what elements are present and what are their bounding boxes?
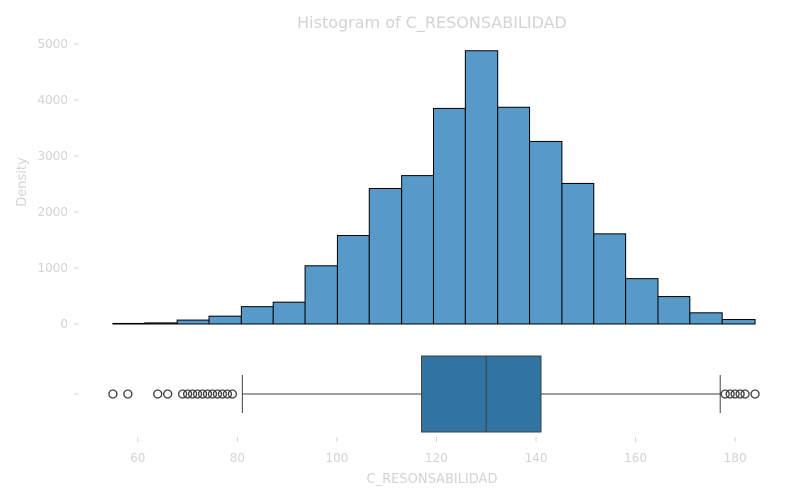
chart-title: Histogram of C_RESONSABILIDAD	[297, 13, 567, 33]
histogram-bar	[176, 319, 210, 325]
outlier-point	[222, 389, 233, 399]
histogram-bar	[336, 235, 370, 325]
outlier-point	[750, 389, 760, 399]
outlier-point	[725, 389, 735, 399]
histogram-bar	[657, 296, 691, 325]
outlier-point	[730, 389, 740, 399]
outlier-point	[177, 389, 188, 399]
x-tick-label: 140	[525, 451, 548, 465]
x-tick-label: 180	[724, 451, 747, 465]
histogram-bar	[529, 140, 563, 325]
x-tick-label: 160	[624, 451, 647, 465]
histogram-bar	[593, 233, 627, 325]
histogram-bar	[432, 107, 466, 325]
outlier-point	[740, 389, 750, 399]
histogram-bar	[401, 175, 434, 325]
outlier-point	[207, 389, 218, 399]
histogram-bar	[240, 306, 274, 325]
y-axis-label: Density	[15, 157, 30, 207]
histogram-bar	[272, 301, 306, 325]
histogram-bar	[112, 322, 146, 325]
histogram-bar	[368, 187, 403, 325]
y-tick-label: 5000	[37, 37, 68, 51]
outlier-point	[182, 389, 193, 399]
y-tick-label: 4000	[37, 93, 68, 107]
histogram-bar	[561, 182, 595, 325]
outlier-point	[227, 389, 238, 399]
x-axis-ticks: 60 80 100 120 140 160 180	[130, 437, 747, 465]
histogram-bar	[464, 50, 499, 325]
outlier-point	[108, 389, 118, 399]
histogram-bar	[689, 312, 723, 325]
y-tick-label: 0	[60, 317, 68, 331]
outlier-point	[192, 389, 203, 399]
histogram-bar	[721, 319, 756, 325]
outlier-point	[720, 389, 730, 399]
outlier-point	[187, 389, 198, 399]
histogram-bars	[112, 50, 756, 325]
outlier-point	[217, 389, 228, 399]
histogram-bar	[497, 106, 531, 325]
outlier-point	[202, 389, 213, 399]
x-axis-label: C_RESONSABILIDAD	[367, 472, 498, 487]
histogram-bar	[144, 322, 178, 325]
y-tick-label: 1000	[37, 261, 68, 275]
outlier-point	[153, 389, 163, 399]
outlier-point	[123, 389, 133, 399]
x-tick-label: 100	[325, 451, 348, 465]
boxplot-box	[421, 355, 542, 433]
x-tick-label: 120	[425, 451, 448, 465]
histogram-bar	[625, 278, 659, 325]
y-axis-ticks: 0 1000 2000 3000 4000 5000	[37, 37, 79, 331]
y-tick-label: 3000	[37, 149, 68, 163]
histogram-bar	[304, 265, 338, 325]
outlier-point	[163, 389, 173, 399]
x-tick-label: 80	[230, 451, 245, 465]
x-tick-label: 60	[130, 451, 145, 465]
boxplot	[108, 355, 760, 433]
histogram-bar	[208, 315, 242, 325]
outlier-point	[212, 389, 223, 399]
outlier-point	[735, 389, 745, 399]
outlier-point	[197, 389, 208, 399]
y-tick-label: 2000	[37, 205, 68, 219]
